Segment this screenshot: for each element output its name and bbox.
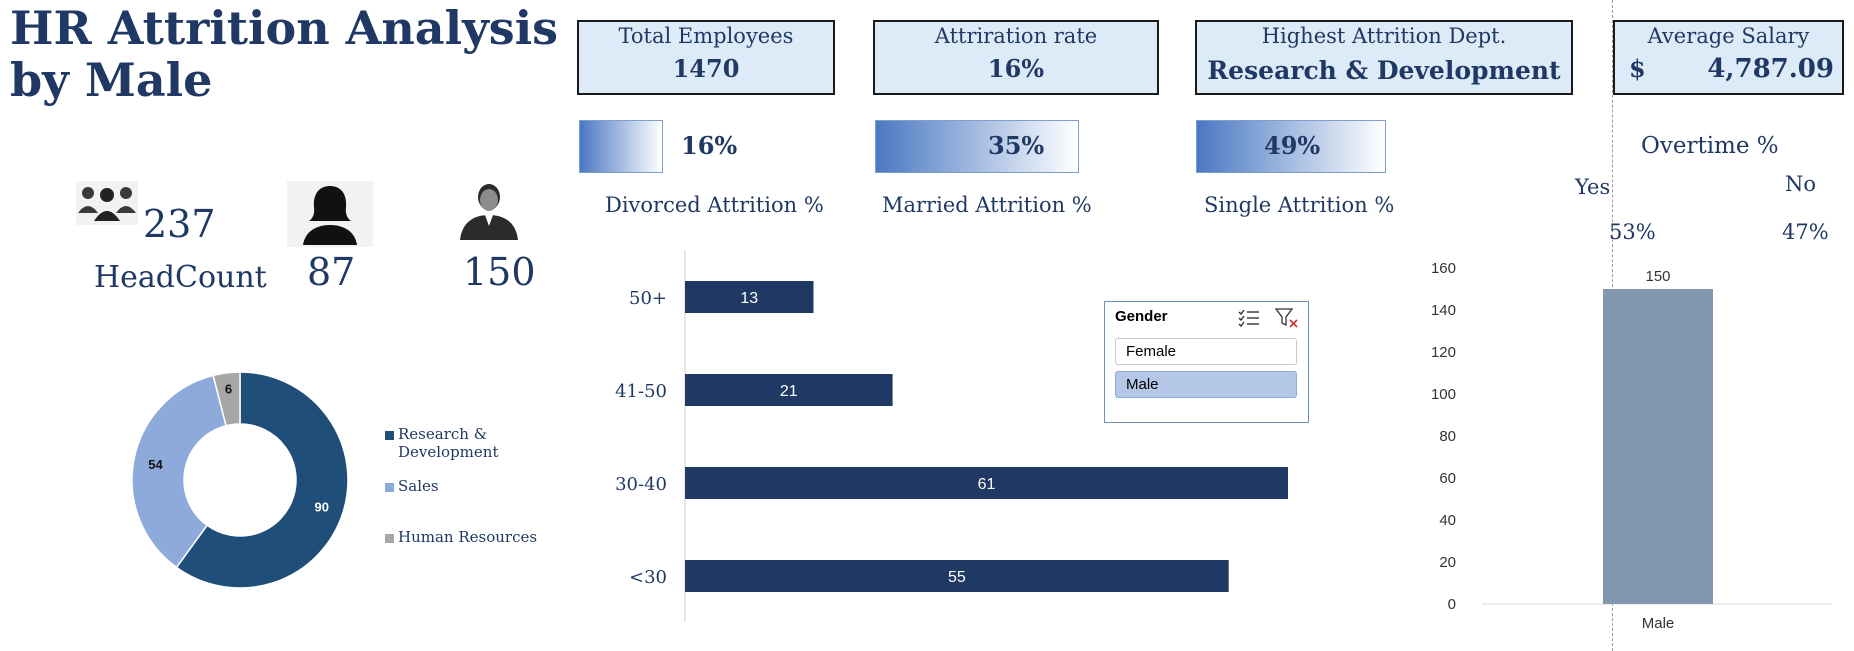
kpi-average-salary: Average Salary $ 4,787.09 [1613,20,1844,95]
overtime-title: Overtime % [1641,133,1779,159]
divorced-attrition-box [579,120,663,173]
y-tick-label: 20 [1439,554,1456,571]
age-category-label: <30 [629,567,667,588]
y-tick-label: 160 [1431,260,1456,277]
divorced-attrition-label: Divorced Attrition % [605,193,824,217]
x-category-label: Male [1642,615,1675,632]
dept-donut-chart: 90 54 6 [131,371,349,589]
kpi-total-employees: Total Employees 1470 [577,20,835,95]
headcount-total: 237 [143,202,216,246]
donut-data-label: 90 [315,500,329,515]
legend-item-sales: Sales [385,477,439,495]
kpi-value: 1470 [672,54,740,83]
bar-data-label: 21 [780,383,798,400]
kpi-label: Average Salary [1647,24,1810,48]
legend-swatch [385,430,394,440]
donut-slice [212,371,241,427]
legend-item-rd: Research & Development [385,425,508,461]
headcount-female: 87 [307,250,356,294]
age-category-label: 41-50 [615,381,667,402]
y-tick-label: 80 [1439,428,1456,445]
bar-data-label: 150 [1645,268,1670,285]
bar-data-label: 13 [740,290,758,307]
bar-data-label: 61 [978,476,996,493]
kpi-label: Total Employees [618,24,794,48]
married-attrition-value: 35% [988,131,1045,160]
bar-data-label: 55 [948,569,966,586]
kpi-value-row: $ 4,787.09 [1615,54,1842,88]
male-count-bar-chart: 0 20 40 60 80 100 120 140 160 150 Male [1431,260,1832,632]
slicer-title: Gender [1115,308,1168,325]
overtime-yes-value: 53% [1609,220,1656,244]
male-user-icon [460,184,518,240]
y-tick-label: 120 [1431,344,1456,361]
female-user-icon [287,181,373,247]
donut-data-label: 54 [148,457,163,472]
kpi-value: 4,787.09 [1707,54,1834,84]
slicer-option-female[interactable]: Female [1115,338,1297,365]
headcount-male: 150 [463,250,536,294]
y-tick-label: 40 [1439,512,1456,529]
currency-symbol: $ [1629,54,1646,83]
legend-label: Research & Development [398,425,499,461]
overtime-no-label: No [1785,172,1817,196]
overtime-yes-label: Yes [1575,175,1611,199]
legend-swatch [385,533,394,543]
age-bar [685,560,1229,592]
group-icon [76,181,138,225]
legend-swatch [385,482,394,492]
legend-label: Sales [398,477,439,495]
divorced-attrition-value: 16% [681,131,738,160]
age-bar [685,281,814,313]
title-line-2: by Male [10,53,213,107]
donut-data-label: 6 [225,382,232,397]
legend-label: Human Resources [398,528,538,546]
clear-filter-icon[interactable] [1275,308,1299,328]
kpi-label: Attriration rate [934,24,1098,48]
legend-item-hr: Human Resources [385,528,537,546]
married-attrition-label: Married Attrition % [882,193,1092,217]
age-bar [685,374,893,406]
slicer-option-male[interactable]: Male [1115,371,1297,398]
y-tick-label: 140 [1431,302,1456,319]
y-tick-label: 60 [1439,470,1456,487]
kpi-value: 16% [987,54,1045,83]
donut-slice [175,371,349,589]
single-attrition-box [1196,120,1386,173]
overtime-no-value: 47% [1782,220,1829,244]
donut-slice [131,374,227,569]
married-attrition-box [875,120,1079,173]
age-category-label: 30-40 [615,474,667,495]
page-title: HR Attrition Analysis by Male [10,2,558,106]
headcount-label: HeadCount [94,260,267,295]
age-bar [685,467,1288,499]
age-category-label: 50+ [629,288,667,309]
kpi-attrition-rate: Attriration rate 16% [873,20,1159,95]
y-tick-label: 100 [1431,386,1456,403]
gender-slicer: Gender Female Male [1104,301,1309,423]
age-attrition-bar-chart: 13 50+ 21 41-50 61 30-40 55 <30 [615,250,1288,622]
single-attrition-label: Single Attrition % [1204,193,1395,217]
kpi-label: Highest Attrition Dept. [1261,24,1507,48]
male-bar [1603,289,1713,604]
kpi-value: Research & Development [1207,56,1561,85]
title-line-1: HR Attrition Analysis [10,1,559,55]
y-tick-label: 0 [1448,596,1456,613]
single-attrition-value: 49% [1264,131,1321,160]
multi-select-icon[interactable] [1238,308,1260,328]
kpi-highest-dept: Highest Attrition Dept. Research & Devel… [1195,20,1573,95]
